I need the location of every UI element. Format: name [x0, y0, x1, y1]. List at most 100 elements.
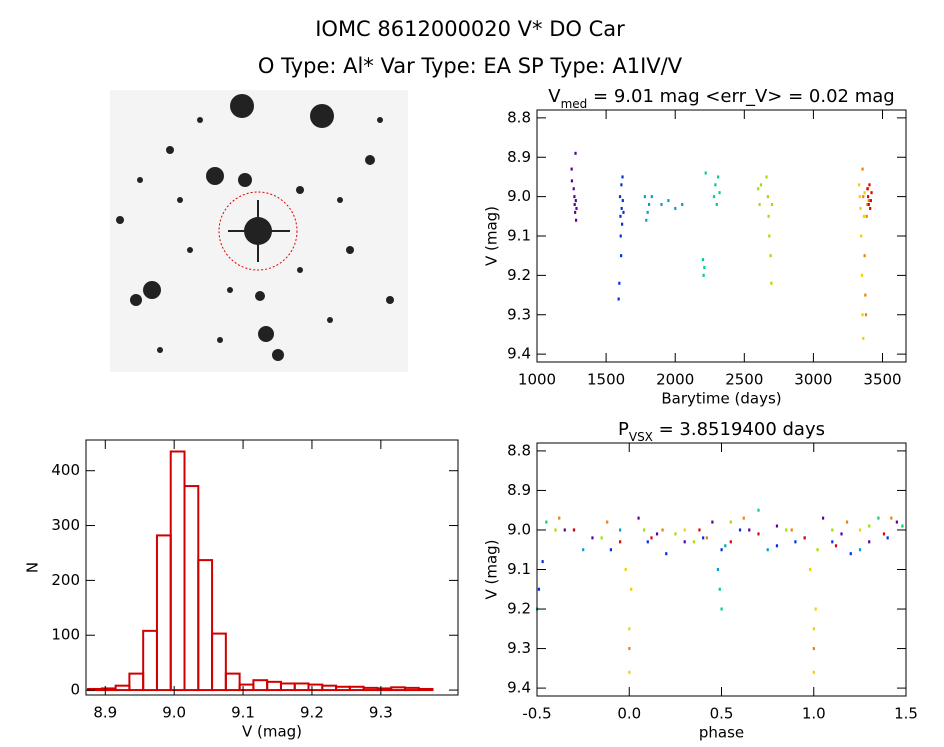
y-axis-label: V (mag) — [483, 539, 501, 599]
data-point — [692, 540, 696, 544]
data-point — [742, 516, 745, 520]
page-subtitle: O Type: Al* Var Type: EA SP Type: A1IV/V — [258, 54, 683, 78]
data-point — [600, 536, 603, 540]
data-point — [572, 187, 575, 191]
x-tick-label: 9.3 — [369, 704, 393, 722]
data-point — [650, 536, 653, 540]
data-point — [660, 203, 663, 206]
data-point — [860, 234, 863, 238]
data-point — [775, 544, 779, 548]
data-point — [831, 540, 834, 544]
data-point — [643, 528, 646, 532]
data-point — [886, 536, 889, 540]
data-point — [621, 175, 624, 179]
chart-title-part: med — [561, 97, 588, 111]
data-point — [558, 516, 561, 520]
data-point — [711, 520, 714, 524]
data-point — [868, 540, 871, 544]
data-point — [681, 203, 684, 206]
data-point — [574, 151, 577, 155]
data-point — [757, 532, 760, 536]
data-point — [866, 187, 869, 191]
data-point — [701, 258, 705, 262]
data-point — [863, 254, 866, 258]
chart-title-part: VSX — [629, 430, 653, 444]
data-point — [766, 195, 769, 199]
data-point — [621, 199, 624, 203]
chart-title-part: = 9.01 mag <err_V> = 0.02 mag — [587, 86, 894, 107]
data-point — [606, 520, 609, 524]
y-tick-label: 200 — [51, 571, 80, 589]
data-point — [770, 203, 774, 206]
data-point — [895, 520, 898, 524]
data-point — [809, 568, 812, 571]
y-tick-label: 8.8 — [507, 441, 531, 459]
data-point — [863, 191, 866, 195]
data-point — [858, 528, 862, 532]
data-point — [661, 528, 664, 532]
data-point — [860, 273, 863, 277]
data-point — [619, 214, 622, 218]
data-point — [864, 293, 867, 297]
data-point — [720, 607, 723, 611]
data-point — [814, 607, 817, 611]
data-point — [718, 587, 721, 591]
data-point — [617, 297, 620, 301]
data-point — [865, 214, 868, 218]
x-tick-label: 1000 — [518, 371, 556, 389]
data-point — [790, 528, 793, 532]
data-point — [716, 568, 720, 571]
data-point — [630, 587, 633, 591]
data-point — [812, 627, 815, 631]
data-point — [665, 552, 668, 556]
y-tick-label: 0 — [70, 681, 80, 699]
data-point — [637, 516, 640, 520]
data-point — [628, 647, 631, 651]
data-point — [698, 528, 701, 532]
data-point — [901, 524, 904, 528]
data-point — [620, 222, 624, 226]
data-point — [845, 520, 849, 524]
data-point — [574, 199, 577, 203]
y-axis-label: N — [24, 562, 42, 573]
data-point — [619, 540, 622, 544]
data-point — [718, 191, 721, 195]
y-tick-label: 9.2 — [507, 266, 531, 284]
data-point — [541, 560, 544, 564]
data-point — [775, 524, 779, 528]
data-point — [812, 647, 815, 651]
data-point — [574, 218, 578, 222]
data-point — [572, 528, 576, 532]
chart-title-part: = 3.8519400 days — [653, 419, 825, 440]
data-point — [867, 203, 870, 206]
data-point — [619, 234, 622, 238]
data-point — [862, 214, 866, 218]
data-point — [618, 281, 621, 285]
data-point — [769, 254, 772, 258]
y-tick-label: 9.1 — [507, 560, 531, 578]
data-point — [862, 336, 865, 340]
data-point — [770, 281, 773, 285]
data-point — [674, 532, 677, 536]
x-tick-label: 3500 — [863, 371, 901, 389]
data-point — [702, 536, 705, 540]
x-tick-label: 8.9 — [93, 704, 117, 722]
data-point — [703, 266, 706, 269]
data-point — [650, 195, 653, 199]
data-point — [620, 254, 623, 258]
data-point — [858, 183, 861, 187]
y-tick-label: 9.4 — [507, 345, 531, 363]
data-point — [720, 548, 723, 552]
histogram-bar — [197, 559, 214, 692]
data-point — [765, 175, 768, 179]
data-point — [714, 183, 717, 187]
data-point — [870, 191, 873, 195]
y-tick-label: 9.2 — [507, 600, 531, 618]
data-point — [609, 548, 612, 552]
histogram-bar — [100, 687, 117, 692]
data-point — [554, 528, 557, 532]
x-axis-label: phase — [699, 724, 744, 742]
x-tick-label: 1500 — [587, 371, 625, 389]
data-point — [674, 206, 677, 210]
